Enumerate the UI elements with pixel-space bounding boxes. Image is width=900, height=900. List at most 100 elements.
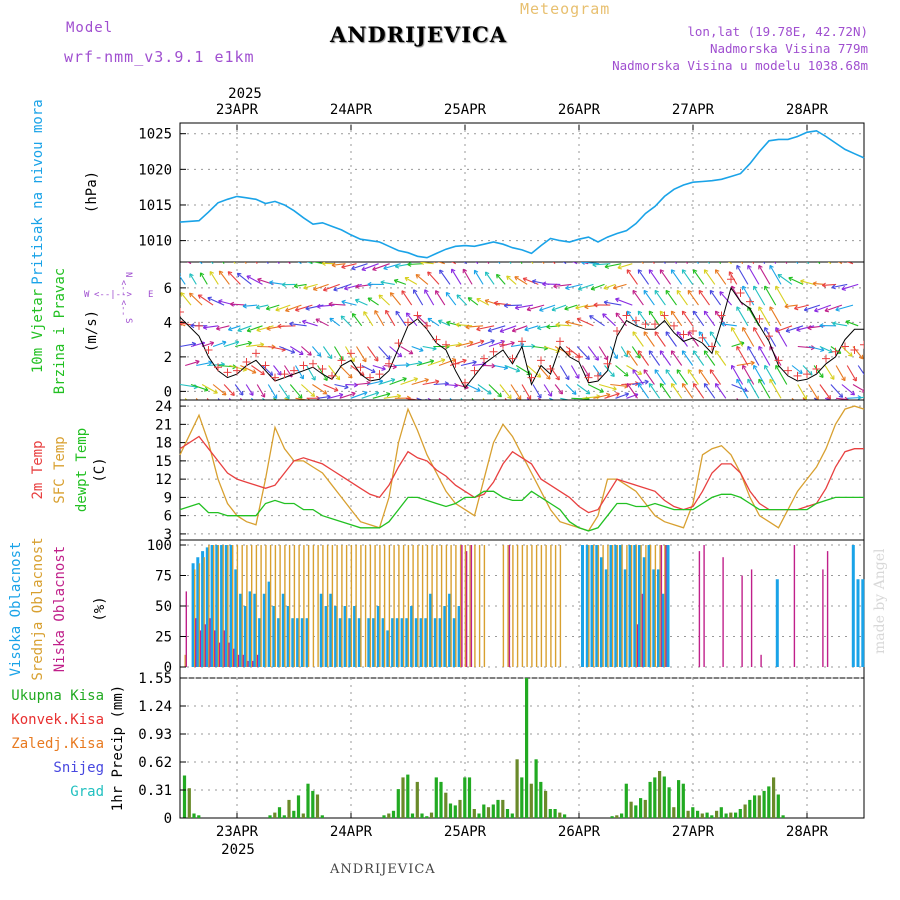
wind-arrow-head <box>436 402 440 406</box>
wind-arrow-head <box>644 379 649 385</box>
wind-arrow-head <box>698 331 704 336</box>
gust-marker <box>546 364 555 373</box>
gust-marker <box>632 316 640 325</box>
wind-arrow <box>552 262 556 265</box>
wind-arrow <box>200 272 208 285</box>
wind-arrow <box>367 380 383 386</box>
cloud-ticks: 0 25 50 75 100 <box>147 538 186 676</box>
wind-arrow-head <box>747 378 752 384</box>
wind-arrow <box>466 340 485 348</box>
wind-arrow <box>670 350 683 366</box>
compass-n-label: N <box>123 272 133 277</box>
gust-marker <box>180 308 184 317</box>
precip-bar <box>624 783 628 818</box>
wind-arrow <box>313 283 329 291</box>
wind-arrow <box>831 283 848 289</box>
wind-arrow <box>411 345 424 352</box>
wind-arrow-head <box>209 341 215 346</box>
wind-arrow-head <box>615 392 620 397</box>
wind-arrow-head <box>195 359 200 365</box>
gust-marker <box>413 311 422 320</box>
wind-arrow-head <box>798 369 803 375</box>
wind-arrow <box>526 365 541 378</box>
bottom-day-labels: 23APR 24APR 25APR 26APR 27APR 28APR <box>216 811 829 840</box>
precip-bar <box>738 809 742 818</box>
wind-arrow <box>212 341 227 348</box>
wind-arrow-head <box>355 283 360 289</box>
wind-arrow <box>572 262 578 265</box>
wind-arrow <box>268 345 286 351</box>
wind-arrow-head <box>687 331 693 336</box>
wind-arrow <box>698 290 710 306</box>
gust-marker <box>746 297 754 306</box>
wind-arrow-head <box>637 310 643 316</box>
gust-marker <box>622 311 631 320</box>
wind-arrow <box>488 340 505 348</box>
wind-arrow <box>207 297 225 306</box>
wind-arrow-head <box>287 255 291 259</box>
gust-marker <box>195 321 203 330</box>
gust-marker <box>508 354 517 363</box>
wind-arrow-head <box>758 378 763 384</box>
wind-arrow-head <box>268 250 272 254</box>
wind-arrow-head <box>380 280 385 286</box>
wind-arrow <box>383 364 397 368</box>
compass-rose: N <-- W <--|--> E <-- S <box>84 272 153 323</box>
wind-arrow-head <box>643 331 649 336</box>
cloud-unit: (%) <box>92 596 108 621</box>
precip-unit: 1hr Precip (mm) <box>110 685 126 811</box>
wind-arrow <box>455 341 474 348</box>
wind-arrow-head <box>213 389 218 394</box>
wind-arrow <box>553 283 572 288</box>
temperature-tick-label: 3 <box>164 527 172 543</box>
gust-marker <box>537 356 545 365</box>
wind-arrow-head <box>458 407 462 411</box>
wind-arrow-head <box>260 408 264 412</box>
wind-arrow-head <box>493 300 499 306</box>
wind-arrow <box>251 365 265 376</box>
wind-arrow-head <box>437 319 443 325</box>
wind-arrow <box>692 310 705 327</box>
cloud-tick-label: 50 <box>155 599 172 615</box>
wind-arrow-head <box>229 253 233 257</box>
wind-gust-markers <box>180 275 864 387</box>
wind-arrow <box>648 310 661 327</box>
wind-arrow <box>740 262 744 264</box>
wind-arrow-head <box>654 369 660 374</box>
wind-arrow <box>615 393 629 399</box>
wind-arrow-head <box>537 393 542 399</box>
wind-arrow-head <box>401 290 406 295</box>
wind-arrow <box>613 283 627 289</box>
wind-arrow-head <box>188 292 194 298</box>
wind-arrow-head <box>633 249 637 253</box>
wind-arrow <box>405 397 420 400</box>
wind-arrow-head <box>838 393 844 398</box>
wind-arrow-head <box>626 382 632 388</box>
wind-arrow-head <box>487 327 493 333</box>
wind-arrow-head <box>397 352 403 358</box>
wind-arrow <box>543 384 553 397</box>
precip-bar <box>182 775 187 818</box>
wind-arrow-head <box>814 395 819 400</box>
precip-bar <box>301 813 305 818</box>
wind-arrow <box>411 378 429 386</box>
wind-arrow-head <box>408 349 414 355</box>
wind-arrow-head <box>764 364 769 370</box>
gust-marker <box>347 349 355 358</box>
wind-arrow <box>753 327 766 347</box>
wind-arrow <box>477 384 492 395</box>
wind-arrow <box>416 360 434 367</box>
precip-legend-item: Ukupna Kisa <box>11 688 104 704</box>
wind-arrow-head <box>590 285 596 291</box>
wind-arrow <box>784 304 798 308</box>
wind-arrow-head <box>714 350 720 355</box>
wind-arrow-head <box>499 408 503 412</box>
wind-arrow-head <box>340 315 346 321</box>
wind-arrow <box>604 263 622 268</box>
wind-arrow-head <box>632 369 637 374</box>
wind-arrow <box>731 342 745 348</box>
wind-arrow-head <box>624 392 630 398</box>
gust-marker <box>423 321 431 330</box>
precip-bar <box>772 777 776 818</box>
wind-arrow-head <box>788 276 793 282</box>
